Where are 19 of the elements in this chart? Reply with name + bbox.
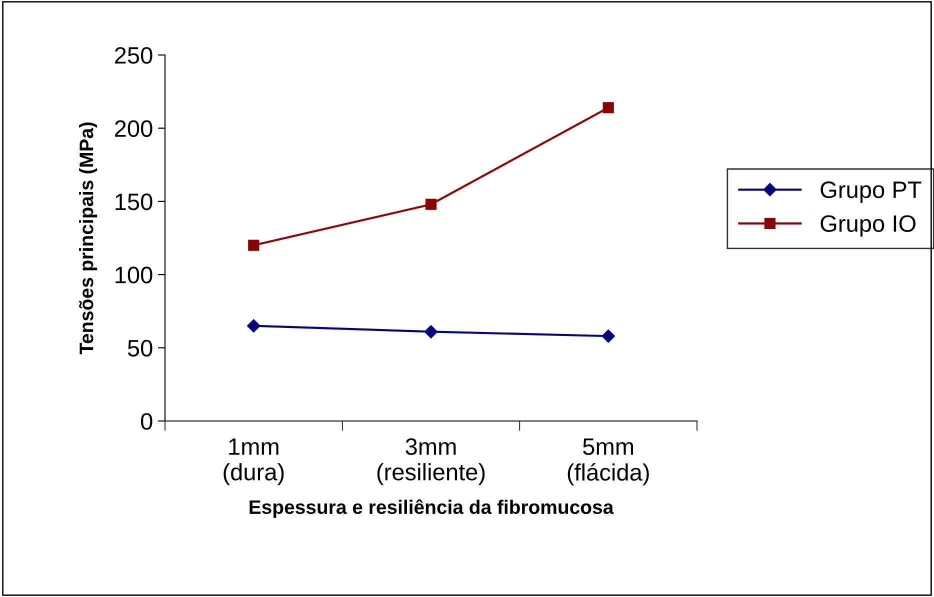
point — [424, 325, 438, 338]
point — [602, 102, 614, 114]
y-tick-label: 100 — [116, 266, 152, 284]
legend-label: Grupo IO — [820, 215, 916, 237]
legend-label: Grupo PT — [820, 181, 922, 203]
point — [602, 330, 615, 343]
x-tick-label: 1mm (dura) — [224, 438, 284, 486]
y-tick-label: 50 — [128, 340, 152, 357]
y-tick-label: 0 — [140, 413, 152, 430]
y-tick-label: 200 — [114, 120, 152, 137]
x-tick-label: 5mm (flácida) — [568, 438, 649, 486]
point — [247, 319, 260, 332]
y-tick-label: 250 — [114, 47, 152, 64]
point — [425, 198, 437, 210]
point — [248, 240, 260, 251]
y-axis-title: Tensões principais (MPa) — [79, 122, 98, 354]
x-axis-title: Espessura e resiliência da fibromucosa — [250, 499, 614, 518]
x-tick-label: 3mm (resiliente) — [377, 438, 485, 486]
y-tick-label: 150 — [116, 193, 152, 210]
